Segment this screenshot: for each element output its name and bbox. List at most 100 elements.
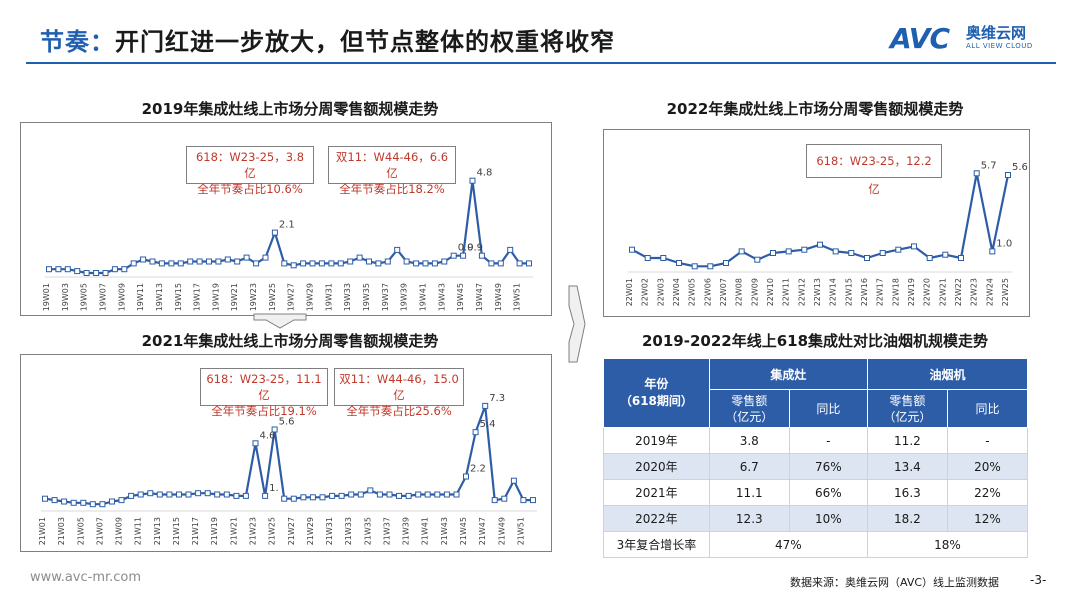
comparison-table: 年份 （618期间） 集成灶 油烟机 零售额 （亿元） 同比 零售额 （亿元） … bbox=[603, 357, 1029, 558]
data-point bbox=[958, 255, 964, 261]
data-point bbox=[156, 491, 163, 498]
data-point bbox=[347, 258, 354, 265]
data-point bbox=[526, 260, 532, 267]
data-point bbox=[431, 260, 438, 267]
x-tick-label: 21W27 bbox=[287, 517, 296, 545]
x-tick-label: 19W39 bbox=[400, 283, 409, 311]
data-point bbox=[384, 258, 391, 265]
data-point bbox=[510, 477, 517, 484]
data-point bbox=[128, 492, 135, 499]
x-tick-label: 19W01 bbox=[42, 283, 51, 311]
data-point bbox=[723, 260, 729, 266]
chart-2022-svg: 5.7 5.6 1.0 22W01 22W02 22W03 22W04 22W05 22W06 2… bbox=[625, 160, 1028, 306]
data-point bbox=[176, 491, 182, 498]
x-tick-label: 21W33 bbox=[344, 517, 353, 545]
data-label: 5.4 bbox=[480, 419, 496, 430]
data-point bbox=[848, 250, 855, 256]
x-tick-label: 22W03 bbox=[656, 278, 665, 306]
chart-2021-title: 2021年集成灶线上市场分周零售额规模走势 bbox=[141, 332, 439, 350]
data-point bbox=[989, 248, 996, 255]
series-line bbox=[49, 179, 529, 275]
data-point bbox=[453, 491, 460, 498]
data-point bbox=[309, 494, 316, 501]
data-label: 5.6 bbox=[1012, 162, 1028, 173]
data-point bbox=[158, 260, 165, 267]
data-label: 2.1 bbox=[279, 220, 295, 231]
data-point bbox=[93, 270, 100, 276]
data-point bbox=[942, 251, 949, 258]
data-point bbox=[51, 497, 58, 504]
data-label: 5.6 bbox=[279, 417, 295, 428]
cell-cagr-g2: 18% bbox=[866, 531, 1029, 558]
x-tick-label: 19W25 bbox=[268, 283, 277, 311]
x-tick-label: 21W41 bbox=[421, 517, 430, 545]
cell-g1-yoy: 66% bbox=[788, 479, 868, 506]
callout-line: 双11：W44-46，6.6亿 bbox=[335, 150, 449, 180]
x-tick-label: 19W31 bbox=[324, 283, 333, 311]
x-tick-label: 22W12 bbox=[797, 278, 806, 306]
data-point bbox=[83, 270, 90, 276]
data-point bbox=[482, 402, 489, 409]
data-label: 0.9 bbox=[458, 243, 474, 254]
data-point bbox=[424, 491, 431, 498]
data-point bbox=[817, 241, 823, 248]
data-point bbox=[300, 260, 307, 267]
data-point bbox=[185, 491, 192, 498]
data-point bbox=[271, 426, 278, 433]
data-point bbox=[443, 491, 450, 498]
data-point bbox=[501, 495, 508, 502]
data-label: 0.9 bbox=[467, 243, 483, 254]
data-point bbox=[629, 246, 635, 253]
table-row-cagr: 3年复合增长率 47% 18% bbox=[603, 531, 1029, 558]
table-title: 2019-2022年线上618集成灶对比油烟机规模走势 bbox=[641, 332, 989, 350]
data-point bbox=[187, 258, 194, 265]
data-point bbox=[415, 491, 422, 498]
data-point bbox=[195, 490, 202, 497]
x-tick-label: 22W15 bbox=[844, 278, 853, 306]
x-tick-label: 21W35 bbox=[363, 517, 372, 545]
data-point bbox=[64, 266, 71, 273]
data-point bbox=[386, 491, 393, 498]
x-tick-label: 19W47 bbox=[475, 283, 484, 311]
data-point bbox=[318, 260, 325, 267]
data-point bbox=[242, 492, 249, 499]
chart-2019-title: 2019年集成灶线上市场分周零售额规模走势 bbox=[141, 100, 439, 118]
data-point bbox=[530, 497, 536, 504]
data-point bbox=[55, 266, 62, 273]
data-point bbox=[676, 260, 682, 266]
footer-source: 数据来源：奥维云网（AVC）线上监测数据 bbox=[790, 576, 1000, 589]
data-point bbox=[738, 248, 745, 255]
cell-g1-sales: 11.1 bbox=[708, 479, 790, 506]
table-header-year: 年份 （618期间） bbox=[603, 358, 710, 428]
cell-cagr-label: 3年复合增长率 bbox=[603, 531, 710, 558]
x-tick-label: 19W03 bbox=[61, 283, 70, 311]
data-point bbox=[253, 260, 260, 267]
chart-2022-callout-618: 618：W23-25，12.2亿 bbox=[806, 144, 942, 196]
down-arrow-icon bbox=[253, 313, 307, 329]
x-tick-label: 19W05 bbox=[80, 283, 89, 311]
data-point bbox=[478, 252, 485, 259]
data-point bbox=[281, 260, 288, 267]
data-point bbox=[118, 497, 125, 504]
x-tick-label: 21W29 bbox=[306, 517, 315, 545]
data-point bbox=[319, 494, 326, 501]
x-tick-label: 19W45 bbox=[456, 283, 465, 311]
data-point bbox=[215, 258, 222, 265]
x-tick-label: 22W09 bbox=[750, 278, 759, 306]
x-tick-label: 19W23 bbox=[249, 283, 258, 311]
cell-g1-yoy: 10% bbox=[788, 505, 868, 532]
data-point bbox=[262, 254, 269, 261]
data-label: 1. bbox=[269, 483, 279, 494]
data-point bbox=[472, 429, 479, 436]
x-tick-label: 22W07 bbox=[719, 278, 728, 306]
chart-2019-callout-double11: 双11：W44-46，6.6亿 全年节奏占比18.2% bbox=[328, 146, 456, 196]
chart-2022-title: 2022年集成灶线上市场分周零售额规模走势 bbox=[666, 100, 964, 118]
logo-mark: AVC bbox=[890, 22, 950, 55]
data-point bbox=[61, 498, 68, 505]
data-point bbox=[357, 491, 364, 498]
x-tick-label: 22W20 bbox=[923, 278, 932, 306]
x-tick-label: 19W11 bbox=[136, 283, 145, 311]
cell-g1-yoy: 76% bbox=[788, 453, 868, 480]
x-tick-label: 22W06 bbox=[703, 278, 712, 306]
x-tick-label: 21W25 bbox=[268, 517, 277, 545]
